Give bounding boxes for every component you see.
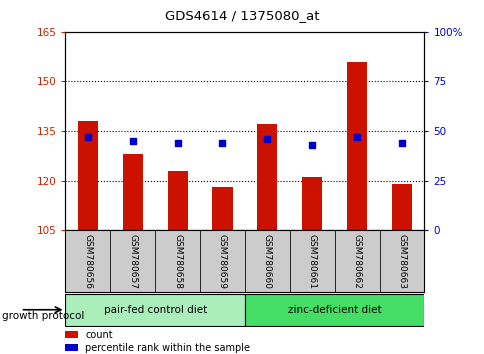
Bar <box>302 177 322 230</box>
Text: GSM780656: GSM780656 <box>83 234 92 290</box>
Text: count: count <box>85 330 113 340</box>
Text: percentile rank within the sample: percentile rank within the sample <box>85 343 250 353</box>
Bar <box>122 154 143 230</box>
Text: pair-fed control diet: pair-fed control diet <box>104 305 206 315</box>
Bar <box>65 230 110 292</box>
Text: zinc-deficient diet: zinc-deficient diet <box>287 305 381 315</box>
Bar <box>77 121 98 230</box>
Bar <box>257 124 277 230</box>
Text: GSM780663: GSM780663 <box>396 234 406 290</box>
Bar <box>391 184 411 230</box>
Text: GSM780661: GSM780661 <box>307 234 316 290</box>
Bar <box>289 230 334 292</box>
Bar <box>167 171 187 230</box>
Bar <box>244 230 289 292</box>
Text: GSM780662: GSM780662 <box>352 234 361 289</box>
Bar <box>244 294 424 326</box>
Point <box>84 134 91 140</box>
Text: GSM780657: GSM780657 <box>128 234 137 290</box>
Bar <box>212 187 232 230</box>
Bar <box>110 230 155 292</box>
Text: GSM780660: GSM780660 <box>262 234 272 290</box>
Point <box>263 136 271 142</box>
Point <box>129 138 136 144</box>
Point <box>352 134 360 140</box>
Bar <box>378 230 424 292</box>
Bar <box>200 230 244 292</box>
Bar <box>65 294 244 326</box>
Point <box>173 140 181 146</box>
Bar <box>346 62 366 230</box>
Bar <box>65 331 78 338</box>
Bar <box>334 230 378 292</box>
Text: GSM780659: GSM780659 <box>217 234 227 290</box>
Point <box>218 140 226 146</box>
Bar <box>155 230 200 292</box>
Text: GSM780658: GSM780658 <box>173 234 182 290</box>
Bar <box>65 344 78 351</box>
Text: GDS4614 / 1375080_at: GDS4614 / 1375080_at <box>165 9 319 22</box>
Point <box>397 140 405 146</box>
Point <box>308 142 316 148</box>
Text: growth protocol: growth protocol <box>2 311 85 321</box>
